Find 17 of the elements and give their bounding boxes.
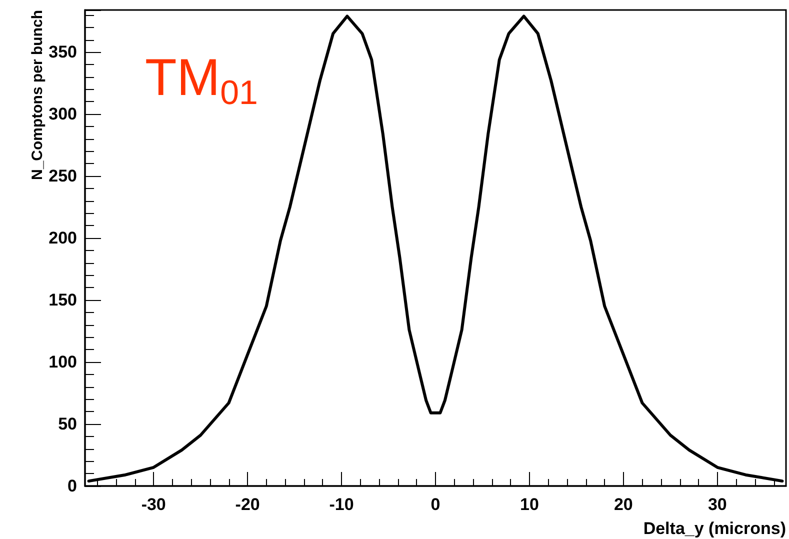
x-tick-label: 20 xyxy=(614,495,633,514)
y-tick-label: 0 xyxy=(68,476,77,496)
x-tick-label: 30 xyxy=(708,495,727,514)
y-tick-label: 150 xyxy=(48,290,77,310)
x-tick-label: 10 xyxy=(520,495,539,514)
y-tick-label: 250 xyxy=(48,166,77,186)
x-tick-label: -20 xyxy=(235,495,260,514)
y-tick-label: 350 xyxy=(48,42,77,62)
x-tick-label: -30 xyxy=(141,495,166,514)
y-tick-label: 300 xyxy=(48,104,77,124)
y-axis-title: N_Comptons per bunch xyxy=(29,10,46,180)
y-tick-label: 200 xyxy=(48,228,77,248)
y-tick-label: 100 xyxy=(48,352,77,372)
x-tick-label: -10 xyxy=(329,495,354,514)
x-tick-label: 0 xyxy=(430,495,440,514)
x-axis-title: Delta_y (microns) xyxy=(643,519,786,538)
y-tick-label: 50 xyxy=(58,414,77,434)
